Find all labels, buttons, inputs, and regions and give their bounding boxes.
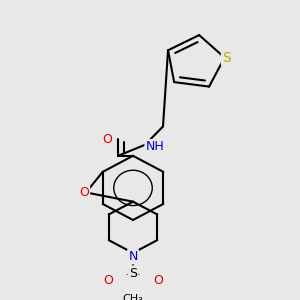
Text: O: O (102, 133, 112, 146)
Text: S: S (222, 51, 231, 64)
Text: CH₃: CH₃ (123, 294, 143, 300)
Text: O: O (103, 274, 113, 287)
Text: N: N (128, 250, 138, 263)
Text: S: S (129, 267, 137, 280)
Text: NH: NH (146, 140, 164, 153)
Text: O: O (153, 274, 163, 287)
Text: O: O (79, 186, 89, 199)
